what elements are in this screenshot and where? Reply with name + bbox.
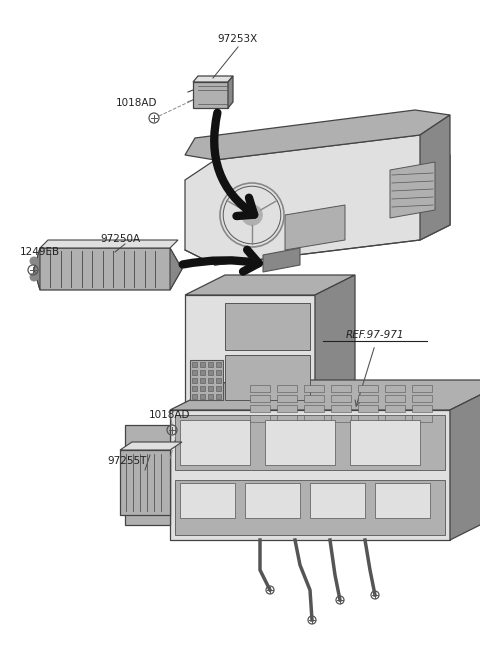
Polygon shape: [40, 240, 178, 248]
FancyBboxPatch shape: [208, 378, 213, 383]
Polygon shape: [120, 442, 182, 450]
Polygon shape: [225, 355, 310, 400]
Circle shape: [30, 273, 38, 281]
Polygon shape: [170, 248, 182, 290]
Text: 97250A: 97250A: [100, 234, 140, 244]
Polygon shape: [450, 380, 480, 540]
FancyBboxPatch shape: [216, 362, 221, 367]
FancyBboxPatch shape: [412, 385, 432, 392]
Polygon shape: [34, 248, 182, 290]
FancyBboxPatch shape: [412, 395, 432, 402]
FancyBboxPatch shape: [304, 405, 324, 412]
FancyBboxPatch shape: [310, 483, 365, 518]
FancyBboxPatch shape: [208, 394, 213, 399]
Polygon shape: [315, 275, 355, 405]
Polygon shape: [170, 380, 480, 410]
FancyBboxPatch shape: [358, 415, 378, 422]
FancyBboxPatch shape: [358, 395, 378, 402]
FancyBboxPatch shape: [265, 420, 335, 465]
FancyBboxPatch shape: [385, 415, 405, 422]
FancyBboxPatch shape: [200, 378, 205, 383]
FancyBboxPatch shape: [200, 370, 205, 375]
Polygon shape: [390, 162, 435, 218]
FancyBboxPatch shape: [245, 483, 300, 518]
Text: 1018AD: 1018AD: [149, 410, 191, 420]
Polygon shape: [185, 295, 315, 405]
Polygon shape: [185, 135, 450, 265]
FancyBboxPatch shape: [331, 405, 351, 412]
FancyBboxPatch shape: [385, 395, 405, 402]
Polygon shape: [185, 275, 355, 295]
FancyBboxPatch shape: [385, 385, 405, 392]
Polygon shape: [225, 303, 310, 350]
FancyBboxPatch shape: [208, 362, 213, 367]
FancyBboxPatch shape: [350, 420, 420, 465]
FancyBboxPatch shape: [200, 394, 205, 399]
FancyBboxPatch shape: [216, 370, 221, 375]
Polygon shape: [125, 425, 170, 525]
FancyBboxPatch shape: [331, 395, 351, 402]
FancyBboxPatch shape: [200, 386, 205, 391]
Circle shape: [126, 453, 170, 497]
FancyBboxPatch shape: [277, 385, 297, 392]
Circle shape: [242, 205, 262, 225]
FancyBboxPatch shape: [192, 362, 197, 367]
Polygon shape: [175, 480, 445, 535]
Polygon shape: [420, 115, 450, 240]
FancyBboxPatch shape: [250, 405, 270, 412]
FancyBboxPatch shape: [331, 385, 351, 392]
FancyBboxPatch shape: [304, 395, 324, 402]
FancyBboxPatch shape: [180, 420, 250, 465]
FancyBboxPatch shape: [331, 415, 351, 422]
Polygon shape: [175, 415, 445, 470]
FancyArrowPatch shape: [183, 250, 259, 271]
Polygon shape: [190, 360, 223, 400]
FancyBboxPatch shape: [277, 415, 297, 422]
Polygon shape: [193, 82, 228, 108]
Polygon shape: [263, 248, 300, 272]
FancyBboxPatch shape: [208, 386, 213, 391]
FancyBboxPatch shape: [216, 386, 221, 391]
Text: 1249EB: 1249EB: [20, 247, 60, 257]
FancyBboxPatch shape: [192, 386, 197, 391]
Circle shape: [30, 257, 38, 265]
FancyBboxPatch shape: [208, 370, 213, 375]
Polygon shape: [34, 248, 40, 290]
FancyBboxPatch shape: [412, 415, 432, 422]
FancyBboxPatch shape: [192, 378, 197, 383]
Polygon shape: [120, 450, 170, 515]
FancyBboxPatch shape: [358, 385, 378, 392]
FancyBboxPatch shape: [250, 415, 270, 422]
FancyBboxPatch shape: [277, 395, 297, 402]
Text: 1018AD: 1018AD: [116, 98, 158, 108]
Polygon shape: [228, 76, 233, 108]
FancyBboxPatch shape: [250, 395, 270, 402]
FancyBboxPatch shape: [200, 362, 205, 367]
FancyBboxPatch shape: [304, 385, 324, 392]
Text: REF.97-971: REF.97-971: [346, 330, 404, 340]
Polygon shape: [185, 110, 450, 160]
FancyBboxPatch shape: [304, 415, 324, 422]
FancyBboxPatch shape: [180, 483, 235, 518]
FancyBboxPatch shape: [412, 405, 432, 412]
Text: 97255T: 97255T: [108, 456, 147, 466]
FancyBboxPatch shape: [277, 405, 297, 412]
Polygon shape: [285, 205, 345, 250]
Polygon shape: [193, 76, 233, 82]
FancyBboxPatch shape: [250, 385, 270, 392]
FancyArrowPatch shape: [214, 113, 254, 216]
Polygon shape: [170, 410, 450, 540]
Text: 97253X: 97253X: [218, 34, 258, 44]
FancyBboxPatch shape: [358, 405, 378, 412]
Circle shape: [138, 465, 158, 485]
FancyBboxPatch shape: [216, 378, 221, 383]
FancyBboxPatch shape: [192, 370, 197, 375]
FancyBboxPatch shape: [216, 394, 221, 399]
FancyBboxPatch shape: [385, 405, 405, 412]
FancyBboxPatch shape: [192, 394, 197, 399]
FancyBboxPatch shape: [375, 483, 430, 518]
